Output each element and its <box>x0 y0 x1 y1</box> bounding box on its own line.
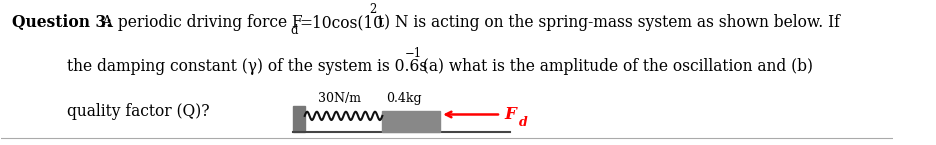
Text: F: F <box>504 106 516 123</box>
Text: Question 3:: Question 3: <box>12 14 111 31</box>
Text: 0.4kg: 0.4kg <box>386 92 421 105</box>
Text: t) N is acting on the spring-mass system as shown below. If: t) N is acting on the spring-mass system… <box>377 14 839 31</box>
Text: 2: 2 <box>369 3 375 16</box>
Text: =10cos(10: =10cos(10 <box>299 14 383 31</box>
Text: 30N/m: 30N/m <box>317 92 360 105</box>
Text: −1: −1 <box>404 47 421 60</box>
Text: quality factor (Q)?: quality factor (Q)? <box>67 103 210 120</box>
Text: the damping constant (γ) of the system is 0.6s: the damping constant (γ) of the system i… <box>67 58 427 75</box>
Text: A periodic driving force F: A periodic driving force F <box>93 14 302 31</box>
Bar <box>293 106 304 132</box>
Text: (a) what is the amplitude of the oscillation and (b): (a) what is the amplitude of the oscilla… <box>417 58 812 75</box>
Bar <box>382 111 440 132</box>
Text: d: d <box>290 24 298 37</box>
Text: d: d <box>519 116 527 129</box>
